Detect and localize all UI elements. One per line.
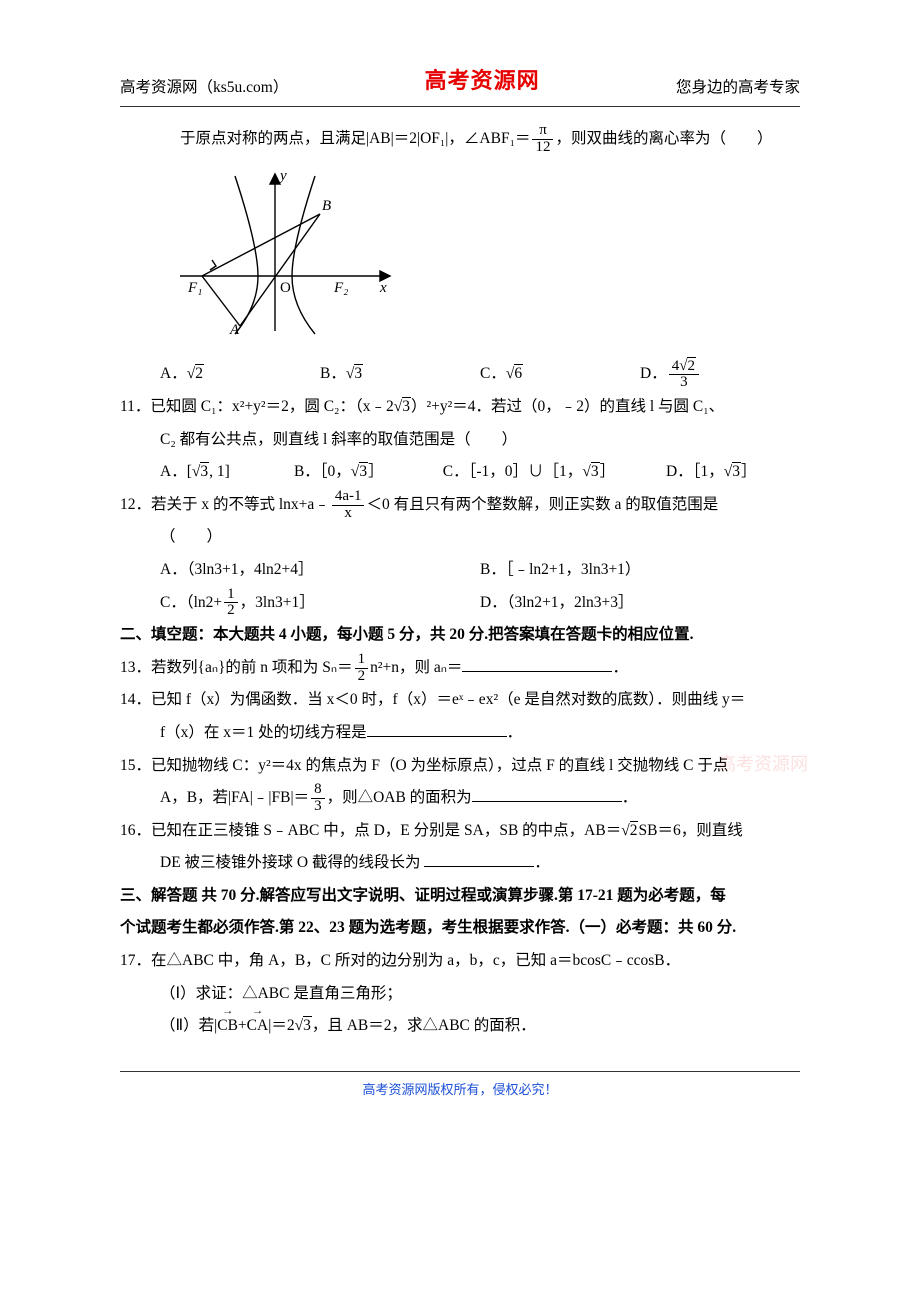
q14-line2: f（x）在 x＝1 处的切线方程是． [120,717,800,750]
header-center-logo: 高考资源网 [425,58,540,104]
q14-blank [367,720,507,737]
section-2-title: 二、填空题：本大题共 4 小题，每小题 5 分，共 20 分.把答案填在答题卡的… [120,619,800,652]
q16-line2: DE 被三棱锥外接球 O 截得的线段长为 ． [120,847,800,880]
vector-ca: CA [247,1010,269,1043]
page-header: 高考资源网（ks5u.com） 高考资源网 您身边的高考专家 [120,58,800,107]
svg-text:O: O [280,280,291,296]
q12-option-c: C．（ln2+12，3ln3+1］ [160,587,480,620]
vector-cb: CB [217,1010,238,1043]
q15-line1: 15．已知抛物线 C：y²＝4x 的焦点为 F（O 为坐标原点），过点 F 的直… [120,750,800,783]
q12-option-a: A．（3ln3+1，4ln2+4］ [160,554,480,587]
q12-line2: （ ） [120,521,800,554]
svg-text:y: y [278,168,287,184]
q12-options-row1: A．（3ln3+1，4ln2+4］ B．［﹣ln2+1，3ln3+1） [120,554,800,587]
q14-line1: 14．已知 f（x）为偶函数．当 x＜0 时，f（x）＝eˣ﹣ex²（e 是自然… [120,684,800,717]
q13-blank [462,655,612,672]
section-3-title-1: 三、解答题 共 70 分.解答应写出文字说明、证明过程或演算步骤.第 17-21… [120,880,800,913]
q12-options-row2: C．（ln2+12，3ln3+1］ D．（3ln2+1，2ln3+3］ [120,587,800,620]
header-left: 高考资源网（ks5u.com） [120,72,288,105]
page-footer: 高考资源网版权所有，侵权必究！ [120,1071,800,1103]
section-3-title-2: 个试题考生都必须作答.第 22、23 题为选考题，考生根据要求作答.（一）必考题… [120,912,800,945]
q10-continuation: 于原点对称的两点，且满足|AB|＝2|OF₁|，∠ABF₁＝π12，则双曲线的离… [120,123,800,156]
q11-options: A．[3, 1] B．［0，3］ C．［-1，0］∪［1，3］ D．［1，3］ [120,456,800,489]
svg-text:A: A [229,322,240,336]
q10-option-d: D．423 [640,358,800,391]
q15-line2: A，B，若|FA|﹣|FB|＝83，则△OAB 的面积为． [120,782,800,815]
q11-option-a: A．[3, 1] [160,456,294,489]
q16-blank [424,850,534,867]
q12-option-d: D．（3ln2+1，2ln3+3］ [480,587,800,620]
q13: 13．若数列{aₙ}的前 n 项和为 Sₙ＝12n²+n，则 aₙ＝． [120,652,800,685]
q16-line1: 16．已知在正三棱锥 S﹣ABC 中，点 D，E 分别是 SA，SB 的中点，A… [120,815,800,848]
q11-line2: C₂ 都有公共点，则直线 l 斜率的取值范围是（ ） [120,424,800,457]
q10-option-a: A．2 [160,358,320,391]
q11-line1: 11．已知圆 C₁：x²+y²＝2，圆 C₂：（x﹣23）²+y²＝4．若过（0… [120,391,800,424]
q10-options: A．2 B．3 C．6 D．423 [120,358,800,391]
q12-option-b: B．［﹣ln2+1，3ln3+1） [480,554,800,587]
q10-option-c: C．6 [480,358,640,391]
svg-text:F₂: F₂ [333,280,348,296]
q15-blank [472,785,622,802]
svg-text:B: B [322,198,331,214]
q11-option-d: D．［1，3］ [666,456,800,489]
q17-stem: 17．在△ABC 中，角 A，B，C 所对的边分别为 a，b，c，已知 a＝bc… [120,945,800,978]
q11-option-b: B．［0，3］ [294,456,443,489]
q10-option-b: B．3 [320,358,480,391]
q12-line1: 12．若关于 x 的不等式 lnx+a﹣4a-1x＜0 有且只有两个整数解，则正… [120,489,800,522]
svg-text:x: x [379,280,387,296]
q17-part2: （Ⅱ）若|CB+CA|＝23，且 AB＝2，求△ABC 的面积． [120,1010,800,1043]
q10-diagram: y x F₁ F₂ O B A [180,166,800,349]
q11-option-c: C．［-1，0］∪［1，3］ [443,456,666,489]
svg-text:F₁: F₁ [187,280,202,296]
header-right: 您身边的高考专家 [676,72,800,105]
